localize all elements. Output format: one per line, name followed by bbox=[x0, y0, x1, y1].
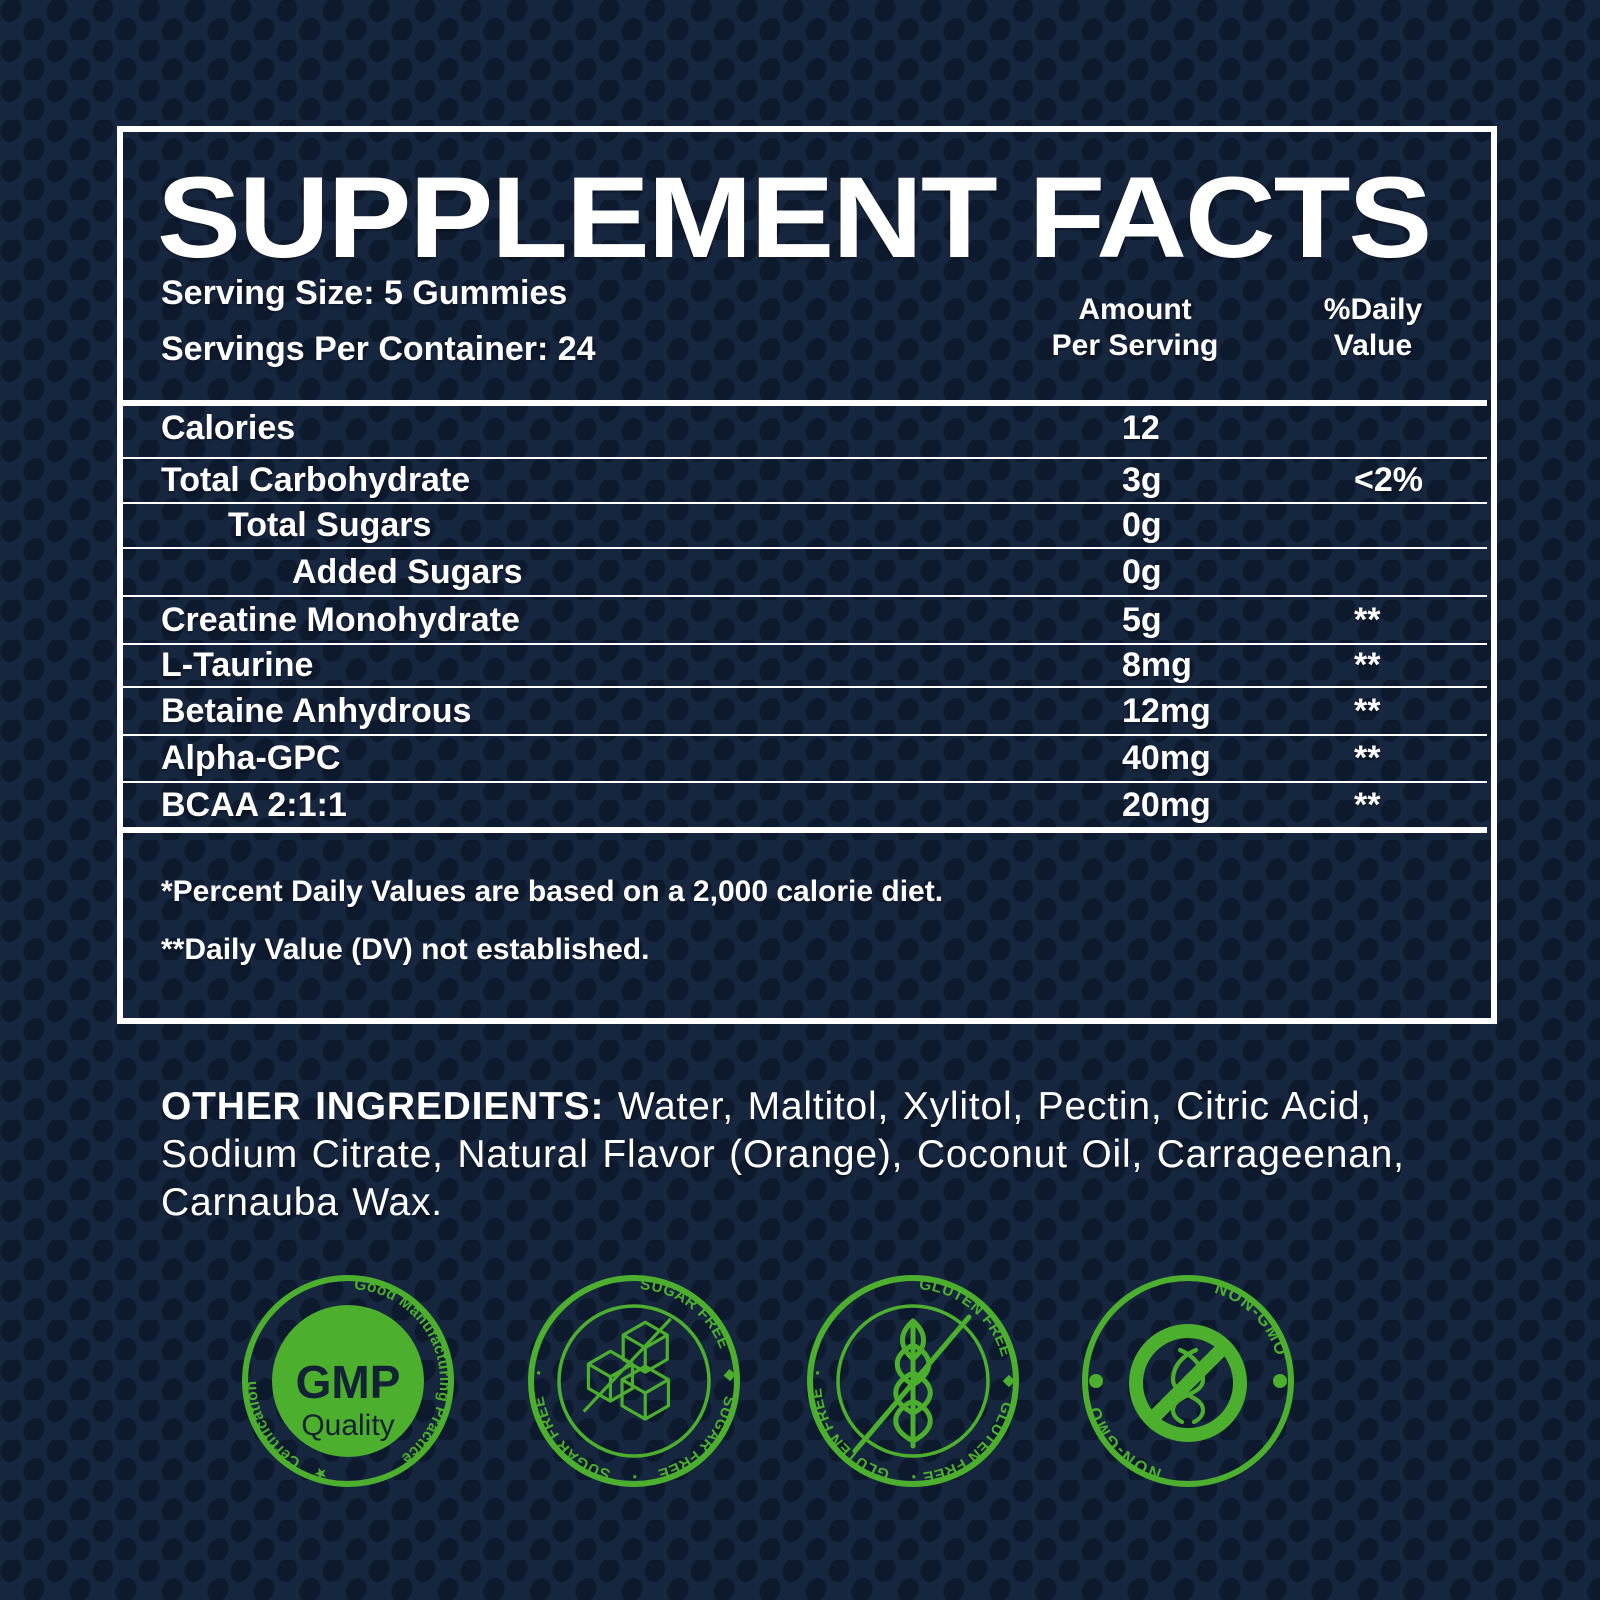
svg-text:GMP: GMP bbox=[296, 1356, 401, 1408]
svg-text:Quality: Quality bbox=[301, 1409, 394, 1442]
svg-text:GLUTEN FREE: GLUTEN FREE bbox=[808, 1387, 891, 1483]
svg-text:▪: ▪ bbox=[633, 1470, 637, 1484]
svg-text:SUGAR FREE: SUGAR FREE bbox=[530, 1395, 612, 1483]
svg-text:◆: ◆ bbox=[721, 1368, 739, 1382]
svg-text:SUGAR FREE: SUGAR FREE bbox=[639, 1276, 732, 1351]
svg-text:GLUTEN FREE: GLUTEN FREE bbox=[921, 1400, 1015, 1486]
svg-text:◆: ◆ bbox=[1001, 1374, 1018, 1387]
svg-text:▪: ▪ bbox=[912, 1470, 916, 1484]
